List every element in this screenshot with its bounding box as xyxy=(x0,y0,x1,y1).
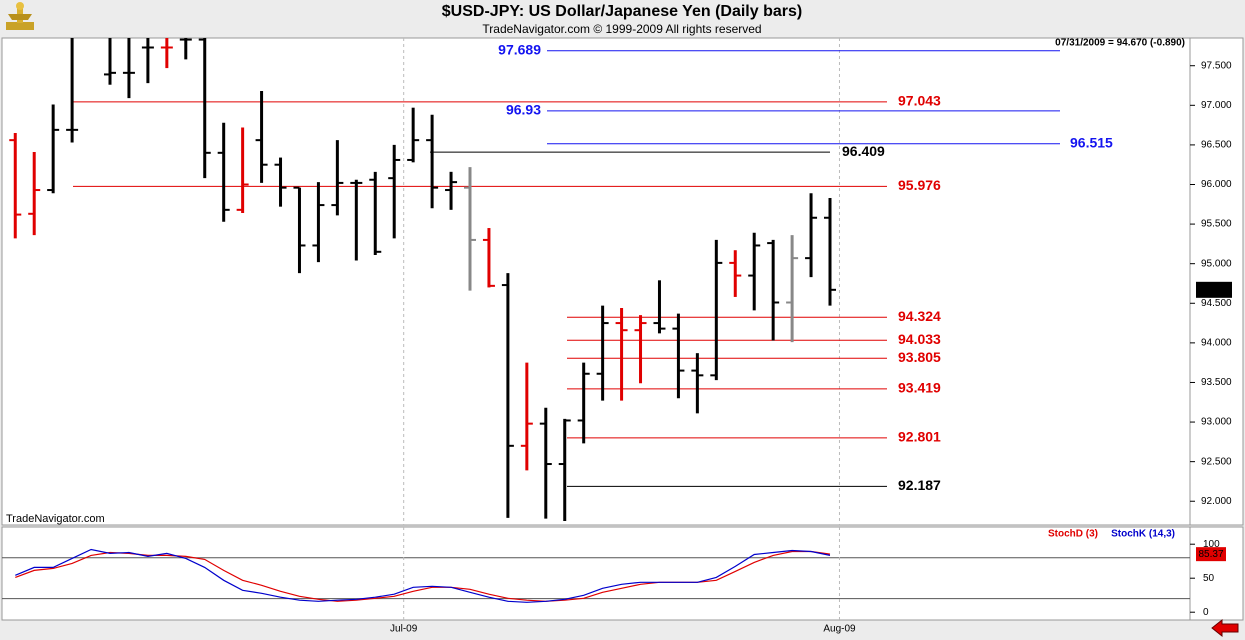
axes: 92.000 92.500 93.000 93.500 94.000 94.500 95.0… xyxy=(390,60,1232,634)
level-label: 97.689 xyxy=(498,41,541,57)
level-label: 94.033 xyxy=(898,331,941,347)
x-tick-label: Jul-09 xyxy=(390,624,418,635)
ohlc-bar xyxy=(520,362,533,471)
stoch-line xyxy=(15,548,831,603)
ohlc-bar xyxy=(312,182,325,263)
ohlc-bar xyxy=(388,144,401,239)
ohlc-bar xyxy=(577,362,590,444)
level-label: 93.805 xyxy=(898,349,941,365)
ohlc-bar xyxy=(66,38,79,143)
ohlc-bar xyxy=(653,280,666,334)
y-tick-label: 95.500 xyxy=(1201,219,1232,230)
y-tick-label: 95.000 xyxy=(1201,258,1232,269)
legend-entry: StochD (3) xyxy=(1048,529,1098,540)
ohlc-bar xyxy=(748,232,761,311)
y-tick-label: 96.500 xyxy=(1201,140,1232,151)
y-tick-label: 100 xyxy=(1203,539,1220,550)
ohlc-bar xyxy=(539,407,552,519)
logo xyxy=(6,2,34,30)
y-tick-label: 92.000 xyxy=(1201,496,1232,507)
level-label: 93.419 xyxy=(898,380,941,396)
ohlc-bar xyxy=(615,308,628,401)
level-label: 96.93 xyxy=(506,102,541,118)
ohlc-bar xyxy=(9,133,22,239)
level-label: 95.976 xyxy=(898,177,941,193)
ohlc-bar xyxy=(824,197,836,306)
ohlc-bar xyxy=(786,235,799,343)
price-axis-panel xyxy=(1189,37,1244,526)
ohlc-bar xyxy=(350,179,363,261)
ohlc-bar xyxy=(293,186,306,274)
ohlc-bar xyxy=(274,157,287,207)
level-label: 94.324 xyxy=(898,308,941,324)
level-label: 96.409 xyxy=(842,143,885,159)
chart-title: $USD-JPY: US Dollar/Japanese Yen (Daily … xyxy=(442,3,802,20)
y-tick-label: 96.000 xyxy=(1201,179,1232,190)
ohlc-bar xyxy=(445,171,458,210)
ohlc-bar xyxy=(407,107,420,163)
main-plot: 97.689 97.043 96.93 96.515 96.409 95.976 94.32… xyxy=(9,38,1113,525)
ohlc-bar xyxy=(369,171,382,255)
last-price-label: 94.670 xyxy=(1199,284,1230,295)
watermark: TradeNavigator.com xyxy=(6,513,105,525)
stoch-axis-panel xyxy=(1189,526,1244,621)
y-tick-label: 92.500 xyxy=(1201,456,1232,467)
ohlc-bar xyxy=(104,38,116,85)
ohlc-bar xyxy=(47,104,60,194)
y-tick-label: 97.500 xyxy=(1201,60,1232,71)
ohlc-bar xyxy=(28,152,41,236)
stoch-plot xyxy=(2,527,1190,620)
ohlc-bar xyxy=(426,114,439,209)
level-label: 97.043 xyxy=(898,93,941,109)
ohlc-bar xyxy=(729,250,742,297)
ohlc-bar xyxy=(482,228,495,288)
ohlc-bar xyxy=(236,127,249,214)
last-price-box xyxy=(1196,281,1232,298)
ohlc-bar xyxy=(160,38,173,69)
ohlc-bar xyxy=(122,38,135,99)
ohlc-bar xyxy=(672,313,685,399)
level-label: 96.515 xyxy=(1070,134,1113,150)
level-label: 92.187 xyxy=(898,477,941,493)
last-value-label: 85.37 xyxy=(1198,549,1223,560)
last-bar-annotation: 07/31/2009 = 94.670 (-0.890) xyxy=(1055,38,1185,49)
stoch-panel xyxy=(1,526,1191,621)
ohlc-bar xyxy=(464,167,476,291)
x-tick-label: Aug-09 xyxy=(823,624,856,635)
ohlc-bar xyxy=(255,91,268,183)
scroll-arrow[interactable] xyxy=(1211,618,1239,638)
y-tick-label: 93.000 xyxy=(1201,417,1232,428)
ohlc-bar xyxy=(198,38,211,179)
y-tick-label: 93.500 xyxy=(1201,377,1232,388)
main-panel xyxy=(1,37,1191,526)
y-tick-label: 94.500 xyxy=(1201,298,1232,309)
ohlc-bar xyxy=(596,305,609,401)
y-tick-label: 94.000 xyxy=(1201,338,1232,349)
ohlc-bar xyxy=(141,38,154,84)
ohlc-bar xyxy=(331,140,344,216)
y-tick-label: 97.000 xyxy=(1201,100,1232,111)
ohlc-bar xyxy=(691,353,704,414)
y-tick-label: 50 xyxy=(1203,573,1215,584)
ohlc-bar xyxy=(805,193,818,278)
y-tick-label: 0 xyxy=(1203,607,1209,618)
ohlc-bar xyxy=(767,239,780,341)
chart-subtitle: TradeNavigator.com © 1999-2009 All right… xyxy=(482,22,761,36)
ohlc-bar xyxy=(217,122,230,222)
legend-entry: StochK (14,3) xyxy=(1111,529,1175,540)
last-value-box xyxy=(1196,547,1226,562)
ohlc-bar xyxy=(179,38,192,60)
ohlc-bar xyxy=(501,273,514,518)
level-label: 92.801 xyxy=(898,429,941,445)
ohlc-bar xyxy=(634,315,647,384)
ohlc-bar xyxy=(710,239,723,381)
ohlc-bar xyxy=(558,418,571,522)
